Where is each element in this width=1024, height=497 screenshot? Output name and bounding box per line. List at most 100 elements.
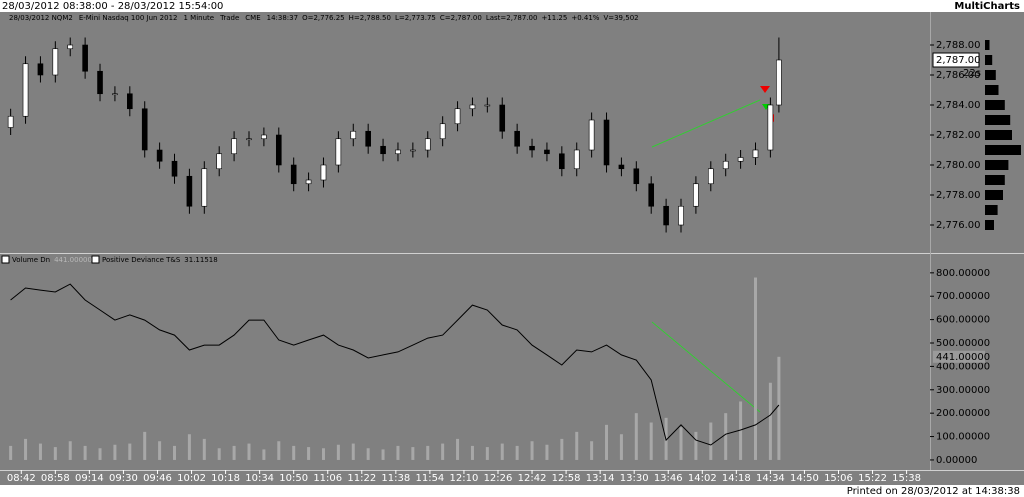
volume-bar: [396, 445, 400, 460]
candle-body: [588, 119, 595, 151]
volume-bar: [470, 445, 474, 460]
window-title: 28/03/2012 08:38:00 - 28/03/2012 15:54:0…: [2, 1, 223, 12]
candle-body: [499, 104, 506, 132]
pane-header: 28/03/2012 NQM2 E-Mini Nasdaq 100 Jun 201…: [9, 14, 639, 22]
candle-body: [708, 168, 714, 185]
volume-bar: [456, 438, 460, 460]
volume-bar: [292, 445, 296, 460]
volume-bar: [560, 438, 564, 460]
y-tick-label: 500.00000: [936, 338, 990, 349]
volume-bar: [68, 441, 72, 460]
volume-profile-bar: [985, 40, 990, 50]
x-tick-label: 08:58: [41, 473, 70, 484]
candle-body: [439, 123, 446, 140]
y-tick-label: 2,786.00: [936, 70, 981, 81]
volume-bar: [113, 444, 117, 460]
series-name: Volume Dn: [12, 256, 50, 264]
volume-profile-bar: [985, 70, 996, 80]
x-tick-label: 10:02: [177, 473, 206, 484]
candle-body: [648, 183, 655, 207]
y-tick-label: 800.00000: [936, 268, 990, 279]
checkbox[interactable]: [1, 255, 10, 264]
volume-bar: [709, 422, 713, 460]
candle-body: [544, 149, 550, 155]
volume-bar: [321, 448, 325, 460]
volume-bar: [605, 424, 609, 460]
header-stat: C=2,787.00: [440, 14, 482, 22]
volume-bar: [24, 438, 28, 460]
candle-body: [350, 130, 357, 140]
candle-body: [380, 145, 386, 155]
candle-body: [216, 153, 222, 170]
candle-body: [454, 108, 461, 125]
volume-bar: [173, 445, 177, 460]
volume-bar: [724, 413, 728, 460]
x-tick-label: 14:50: [790, 473, 819, 484]
y-tick-label: 700.00000: [936, 291, 990, 302]
candle-body: [186, 175, 193, 207]
x-tick-label: 12:42: [518, 473, 547, 484]
volume-bar: [777, 356, 781, 460]
candle-body: [410, 149, 416, 152]
volume-bar: [739, 401, 743, 460]
last-value-label: 441.00000: [936, 352, 990, 363]
y-tick-label: 2,784.00: [936, 100, 981, 111]
y-tick-label: 2,778.00: [936, 190, 981, 201]
candle-body: [424, 138, 431, 151]
series-name: Positive Deviance T&S: [102, 256, 181, 264]
candle-body: [573, 149, 580, 170]
y-tick-label: 400.00000: [936, 361, 990, 372]
trend-line: [651, 321, 761, 413]
last-price-label: 2,787.00: [936, 55, 981, 66]
volume-bar: [38, 443, 42, 460]
header-field: E-Mini Nasdaq 100 Jun 2012: [79, 14, 178, 22]
candle-body: [320, 164, 327, 181]
series-value: 31.11518: [184, 256, 217, 264]
candle-body: [52, 48, 59, 76]
header-stat: V=39,502: [603, 14, 638, 22]
volume-profile-bar: [985, 130, 1012, 140]
x-tick-label: 09:14: [75, 473, 104, 484]
footer: Printed on 28/03/2012 at 14:38:38: [847, 486, 1020, 497]
header-field: Trade: [219, 14, 239, 22]
last-price-box: [932, 52, 980, 68]
y-tick-label: 300.00000: [936, 385, 990, 396]
candle-body: [127, 93, 133, 110]
candle-body: [633, 168, 640, 185]
volume-profile-bar: [985, 100, 1005, 110]
last-value-box: [933, 350, 985, 363]
volume-bar: [485, 447, 489, 460]
x-tick-label: 10:18: [211, 473, 240, 484]
candle-body: [97, 70, 103, 95]
signal-marker: [760, 86, 770, 93]
trend-line: [651, 99, 761, 148]
candle-body: [395, 149, 401, 155]
header-stat: L=2,773.75: [395, 14, 436, 22]
x-tick-label: 09:30: [109, 473, 138, 484]
volume-bar: [336, 444, 340, 460]
candle-body: [514, 130, 520, 147]
y-tick-label: 2,782.00: [936, 130, 981, 141]
volume-bar: [143, 431, 147, 460]
volume-profile-bar: [985, 55, 993, 65]
indicator-line: [10, 283, 780, 446]
x-tick-label: 14:02: [688, 473, 717, 484]
candle-body: [559, 153, 565, 170]
volume-profile-bar: [985, 175, 1005, 185]
candle-body: [663, 205, 669, 226]
volume-profile-bar: [985, 205, 998, 215]
volume-bar: [351, 443, 355, 460]
volume-bar: [307, 447, 311, 460]
candle-body: [112, 93, 118, 96]
volume-profile-bar: [985, 115, 1011, 125]
candle-body: [722, 160, 729, 170]
x-tick-label: 13:30: [620, 473, 649, 484]
volume-bar: [98, 448, 102, 460]
header-field: 1 Minute: [184, 14, 215, 22]
checkbox[interactable]: [91, 255, 100, 264]
volume-bar: [202, 438, 206, 460]
candle-body: [529, 145, 535, 151]
series-header: Positive Deviance T&S 31.11518: [102, 256, 218, 264]
y-tick-label: 100.00000: [936, 432, 990, 443]
volume-bar: [247, 443, 251, 460]
